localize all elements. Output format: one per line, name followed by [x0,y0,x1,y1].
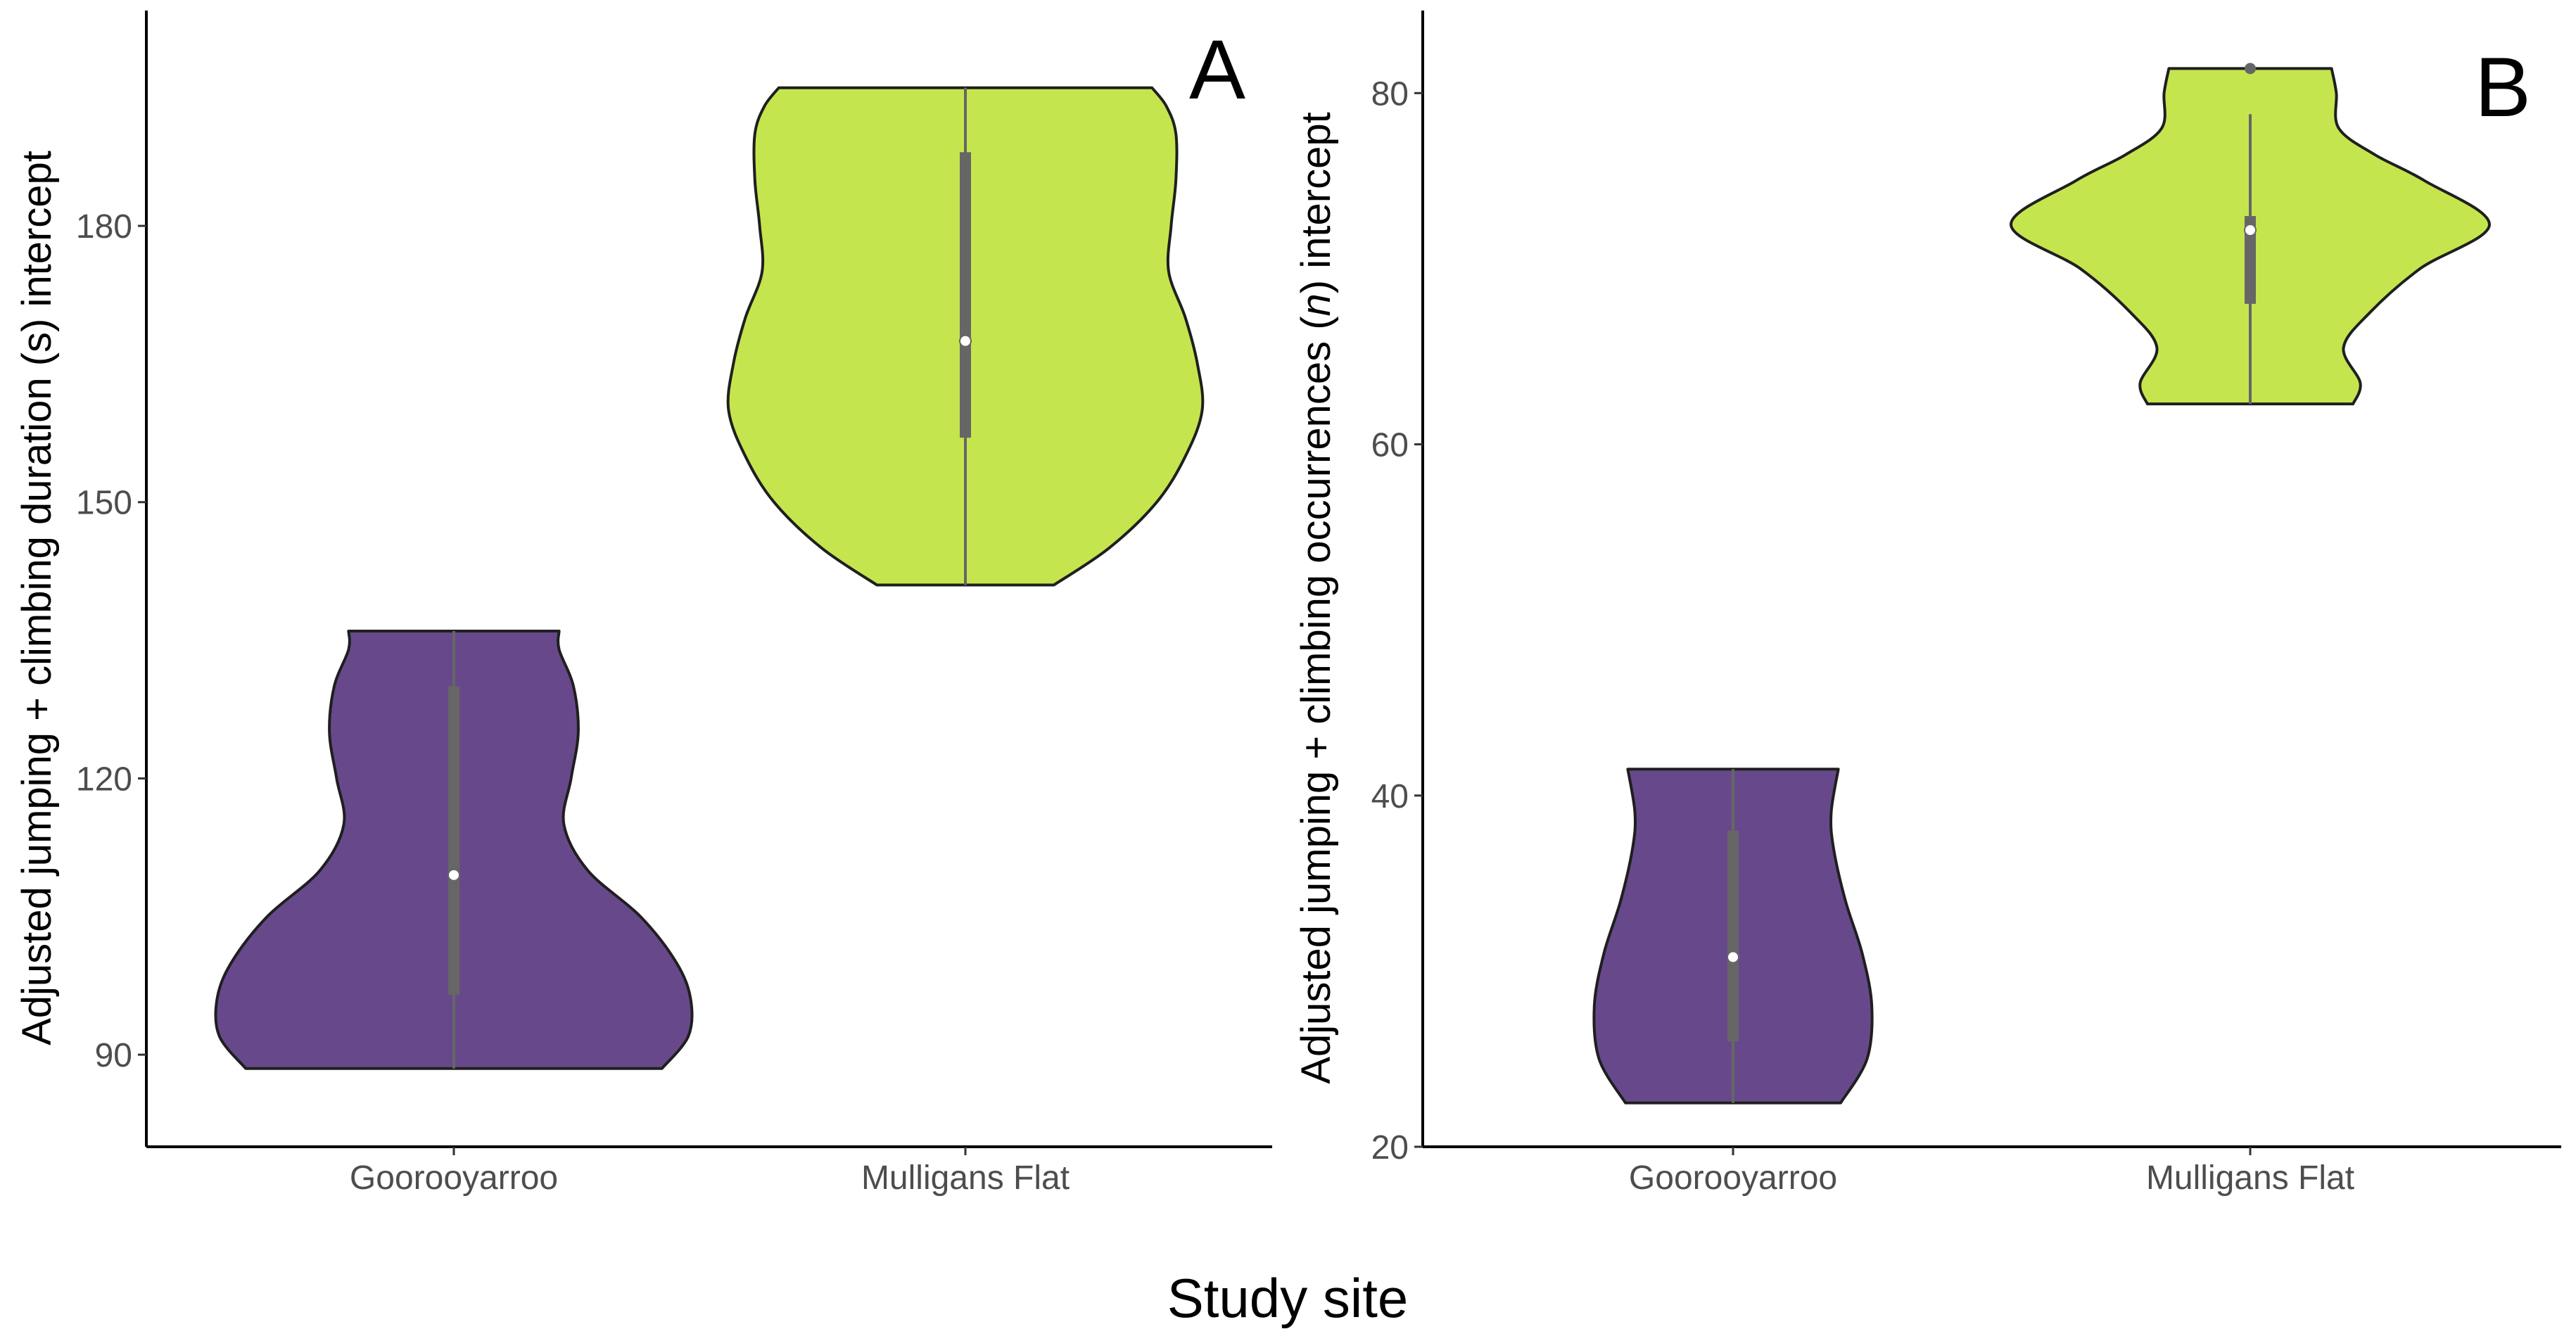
panel-a: 90 120 150 180 Adjusted jumping + climbing d… [14,11,1272,1197]
y-axis-title-part: Adjusted jumping + climbing duration (s)… [14,151,60,1045]
x-tick-label: Goorooyarroo [1629,1159,1837,1197]
y-tick-label: 150 [76,485,132,522]
median-point [1727,950,1739,964]
panel-tag: A [1189,23,1245,117]
y-axis-title: Adjusted jumping + climbing occurrences … [1293,112,1339,1083]
y-tick-label: 80 [1371,75,1409,113]
x-tick-label: Mulligans Flat [861,1159,1070,1197]
y-tick-label: 120 [76,761,132,798]
x-tick-label: Goorooyarroo [350,1159,558,1197]
iqr-box [1727,830,1739,1042]
median-point [448,868,460,882]
y-axis-title: Adjusted jumping + climbing duration (s)… [14,151,60,1045]
outlier-point [2245,63,2256,75]
median-point [959,334,972,348]
iqr-box [2245,216,2256,304]
y-tick-label: 60 [1371,427,1409,464]
y-tick-label: 40 [1371,778,1409,815]
iqr-box [960,152,971,438]
y-tick-label: 20 [1371,1129,1409,1166]
y-axis-title-part: Adjusted jumping + climbing occurrences … [1293,316,1339,1083]
y-axis-title-part: ) intercept [1293,112,1339,293]
iqr-box [448,686,459,996]
panel-b: 20 40 60 80 Adjusted jumping + climbing occu… [1293,11,2561,1197]
y-axis-title-part: n [1293,293,1339,316]
y-tick-label: 90 [95,1037,132,1074]
study-site-label: Study site [1167,1267,1409,1329]
x-tick-label: Mulligans Flat [2146,1159,2354,1197]
y-tick-label: 180 [76,208,132,246]
panel-tag: B [2475,40,2531,134]
median-point [2244,224,2257,237]
